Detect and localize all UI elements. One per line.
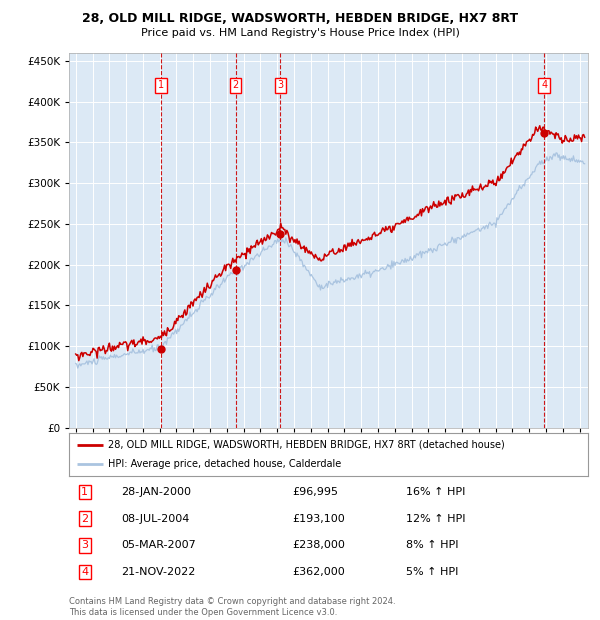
- Text: £193,100: £193,100: [292, 513, 345, 524]
- Text: Price paid vs. HM Land Registry's House Price Index (HPI): Price paid vs. HM Land Registry's House …: [140, 28, 460, 38]
- Text: 12% ↑ HPI: 12% ↑ HPI: [406, 513, 466, 524]
- Text: Contains HM Land Registry data © Crown copyright and database right 2024.
This d: Contains HM Land Registry data © Crown c…: [69, 598, 395, 617]
- Text: £362,000: £362,000: [292, 567, 345, 577]
- Text: 5% ↑ HPI: 5% ↑ HPI: [406, 567, 459, 577]
- Text: 3: 3: [277, 81, 283, 91]
- Text: 4: 4: [81, 567, 88, 577]
- Text: 4: 4: [541, 81, 547, 91]
- Text: 16% ↑ HPI: 16% ↑ HPI: [406, 487, 466, 497]
- Text: £238,000: £238,000: [292, 540, 345, 551]
- Text: 8% ↑ HPI: 8% ↑ HPI: [406, 540, 459, 551]
- Text: 28-JAN-2000: 28-JAN-2000: [121, 487, 191, 497]
- Text: 05-MAR-2007: 05-MAR-2007: [121, 540, 196, 551]
- Text: 28, OLD MILL RIDGE, WADSWORTH, HEBDEN BRIDGE, HX7 8RT: 28, OLD MILL RIDGE, WADSWORTH, HEBDEN BR…: [82, 12, 518, 25]
- Text: 08-JUL-2004: 08-JUL-2004: [121, 513, 189, 524]
- Text: 2: 2: [81, 513, 88, 524]
- Text: 3: 3: [81, 540, 88, 551]
- Text: 21-NOV-2022: 21-NOV-2022: [121, 567, 195, 577]
- Text: 28, OLD MILL RIDGE, WADSWORTH, HEBDEN BRIDGE, HX7 8RT (detached house): 28, OLD MILL RIDGE, WADSWORTH, HEBDEN BR…: [108, 440, 505, 450]
- Text: 2: 2: [232, 81, 239, 91]
- Text: £96,995: £96,995: [292, 487, 338, 497]
- Text: 1: 1: [158, 81, 164, 91]
- Text: HPI: Average price, detached house, Calderdale: HPI: Average price, detached house, Cald…: [108, 459, 341, 469]
- Text: 1: 1: [81, 487, 88, 497]
